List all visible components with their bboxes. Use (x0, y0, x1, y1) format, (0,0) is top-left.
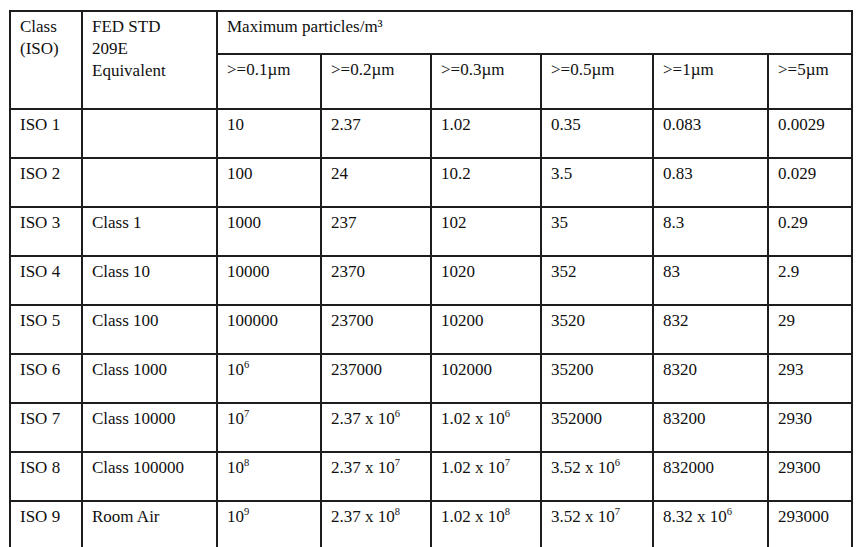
cell-particle-count: 293 (768, 354, 852, 403)
header-size-column: >=5µm (768, 54, 852, 109)
cell-particle-count: 100000 (217, 305, 321, 354)
cell-fed-std-equivalent: Room Air (82, 501, 217, 547)
cell-particle-count: 10.2 (431, 158, 541, 207)
cell-particle-count: 10 (217, 109, 321, 158)
cell-particle-count: 107 (217, 403, 321, 452)
cell-particle-count: 2.9 (768, 256, 852, 305)
cell-particle-count: 0.35 (541, 109, 653, 158)
cell-particle-count: 832000 (653, 452, 768, 501)
cell-iso-class: ISO 4 (10, 256, 82, 305)
cell-particle-count: 24 (321, 158, 431, 207)
cell-particle-count: 83 (653, 256, 768, 305)
cell-iso-class: ISO 2 (10, 158, 82, 207)
cell-particle-count: 100 (217, 158, 321, 207)
cell-particle-count: 352 (541, 256, 653, 305)
cell-particle-count: 23700 (321, 305, 431, 354)
cell-iso-class: ISO 8 (10, 452, 82, 501)
cell-fed-std-equivalent (82, 158, 217, 207)
cell-fed-std-equivalent: Class 100 (82, 305, 217, 354)
cell-particle-count: 3.52 x 107 (541, 501, 653, 547)
cell-particle-count: 102 (431, 207, 541, 256)
header-size-column: >=0.3µm (431, 54, 541, 109)
table-row: ISO 8Class 1000001082.37 x 1071.02 x 107… (10, 452, 852, 501)
cell-particle-count: 832 (653, 305, 768, 354)
cell-iso-class: ISO 1 (10, 109, 82, 158)
cell-particle-count: 102000 (431, 354, 541, 403)
header-fed-std-equivalent: FED STD209EEquivalent (82, 11, 217, 109)
cell-particle-count: 237 (321, 207, 431, 256)
cell-particle-count: 8.3 (653, 207, 768, 256)
cell-particle-count: 3520 (541, 305, 653, 354)
table-row: ISO 3Class 11000237102358.30.29 (10, 207, 852, 256)
cell-particle-count: 293000 (768, 501, 852, 547)
cell-particle-count: 8.32 x 106 (653, 501, 768, 547)
table-row: ISO 9Room Air1092.37 x 1081.02 x 1083.52… (10, 501, 852, 547)
table-row: ISO 6Class 10001062370001020003520083202… (10, 354, 852, 403)
cell-particle-count: 352000 (541, 403, 653, 452)
header-size-column: >=0.1µm (217, 54, 321, 109)
cell-iso-class: ISO 9 (10, 501, 82, 547)
cell-particle-count: 3.52 x 106 (541, 452, 653, 501)
cell-fed-std-equivalent: Class 10 (82, 256, 217, 305)
cell-particle-count: 0.029 (768, 158, 852, 207)
table-row: ISO 1 102.371.020.350.0830.0029 (10, 109, 852, 158)
cell-particle-count: 108 (217, 452, 321, 501)
header-size-column: >=0.2µm (321, 54, 431, 109)
cell-fed-std-equivalent: Class 100000 (82, 452, 217, 501)
cell-particle-count: 1.02 x 106 (431, 403, 541, 452)
cell-fed-std-equivalent: Class 1 (82, 207, 217, 256)
cell-particle-count: 106 (217, 354, 321, 403)
cell-iso-class: ISO 6 (10, 354, 82, 403)
cell-particle-count: 3.5 (541, 158, 653, 207)
cell-particle-count: 10200 (431, 305, 541, 354)
cell-particle-count: 35200 (541, 354, 653, 403)
cell-particle-count: 29 (768, 305, 852, 354)
header-class-iso: Class(ISO) (10, 11, 82, 109)
header-size-column: >=1µm (653, 54, 768, 109)
cell-particle-count: 1020 (431, 256, 541, 305)
cell-particle-count: 8320 (653, 354, 768, 403)
header-size-column: >=0.5µm (541, 54, 653, 109)
cell-particle-count: 2370 (321, 256, 431, 305)
cell-particle-count: 2.37 (321, 109, 431, 158)
cell-particle-count: 2.37 x 107 (321, 452, 431, 501)
table-row: ISO 7Class 100001072.37 x 1061.02 x 1063… (10, 403, 852, 452)
header-row-top: Class(ISO) FED STD209EEquivalent Maximum… (10, 11, 852, 54)
cell-particle-count: 2930 (768, 403, 852, 452)
iso-cleanroom-class-table: Class(ISO) FED STD209EEquivalent Maximum… (9, 10, 853, 547)
cell-particle-count: 0.0029 (768, 109, 852, 158)
cell-particle-count: 237000 (321, 354, 431, 403)
cell-particle-count: 0.83 (653, 158, 768, 207)
table-row: ISO 4Class 101000023701020352832.9 (10, 256, 852, 305)
cell-particle-count: 109 (217, 501, 321, 547)
table-row: ISO 2 1002410.23.50.830.029 (10, 158, 852, 207)
cell-particle-count: 35 (541, 207, 653, 256)
cell-fed-std-equivalent: Class 10000 (82, 403, 217, 452)
cell-particle-count: 83200 (653, 403, 768, 452)
cell-particle-count: 1.02 x 108 (431, 501, 541, 547)
cell-iso-class: ISO 3 (10, 207, 82, 256)
table-row: ISO 5Class 1001000002370010200352083229 (10, 305, 852, 354)
cell-iso-class: ISO 5 (10, 305, 82, 354)
document-page: Class(ISO) FED STD209EEquivalent Maximum… (0, 0, 866, 547)
cell-particle-count: 1.02 x 107 (431, 452, 541, 501)
cell-particle-count: 1.02 (431, 109, 541, 158)
cell-particle-count: 29300 (768, 452, 852, 501)
cell-iso-class: ISO 7 (10, 403, 82, 452)
cell-particle-count: 10000 (217, 256, 321, 305)
cell-particle-count: 2.37 x 108 (321, 501, 431, 547)
cell-fed-std-equivalent: Class 1000 (82, 354, 217, 403)
cell-particle-count: 2.37 x 106 (321, 403, 431, 452)
cell-particle-count: 0.29 (768, 207, 852, 256)
header-max-particles: Maximum particles/m³ (217, 11, 852, 54)
cell-fed-std-equivalent (82, 109, 217, 158)
cell-particle-count: 1000 (217, 207, 321, 256)
cell-particle-count: 0.083 (653, 109, 768, 158)
